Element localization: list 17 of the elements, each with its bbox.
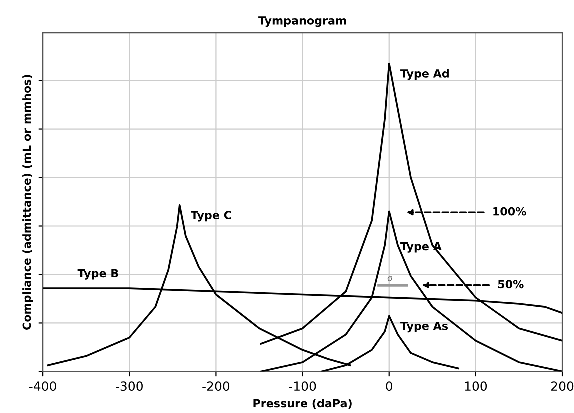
x-tick-label: -400 — [29, 382, 56, 392]
y-axis-title: Compliance (admittance) (mL or mmhos) — [22, 75, 34, 330]
x-tick-label: -200 — [202, 382, 230, 392]
chart-title: Tympanogram — [258, 16, 346, 28]
annotation: 100% — [494, 207, 526, 216]
x-tick-label: 200 — [552, 382, 574, 392]
annotation: σ — [388, 276, 392, 282]
series-label: Type B — [78, 269, 118, 280]
series-label: Type As — [400, 322, 448, 333]
x-tick-label: -100 — [289, 382, 316, 392]
x-axis-title: Pressure (daPa) — [254, 399, 352, 409]
series-label: Type C — [191, 211, 232, 222]
x-tick-label: -300 — [116, 382, 143, 392]
x-tick-label: 100 — [465, 382, 488, 392]
x-tick-label: 0 — [386, 382, 393, 392]
series-label: Type Ad — [400, 69, 449, 80]
annotation: 50% — [498, 280, 524, 289]
